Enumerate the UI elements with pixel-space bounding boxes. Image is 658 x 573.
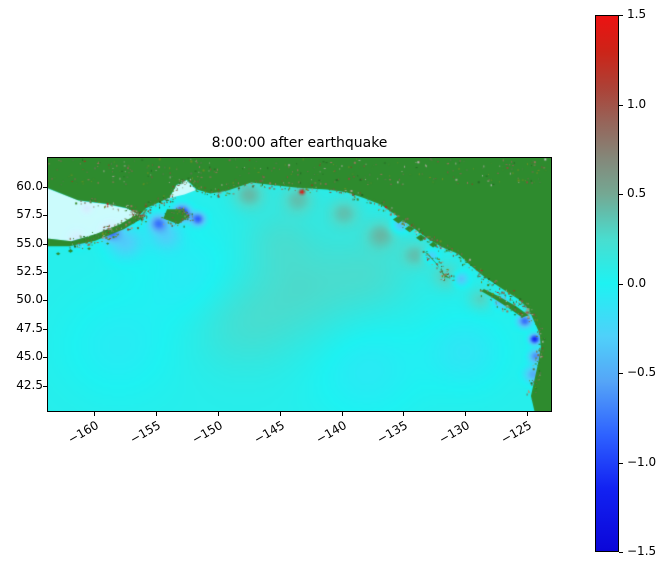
x-tick-label: −150: [189, 418, 225, 447]
x-tick-label: −160: [65, 418, 102, 447]
y-tick-label: 45.0: [16, 349, 43, 364]
colorbar-tick-label: −1.5: [627, 544, 657, 558]
y-tick-mark: [43, 385, 47, 387]
x-tick-label: −125: [498, 418, 535, 447]
y-tick-label: 60.0: [16, 178, 43, 193]
colorbar: [595, 15, 619, 552]
x-tick-mark: [94, 412, 96, 416]
x-tick-mark: [465, 412, 467, 416]
colorbar-tick-label: 0.0: [627, 275, 647, 290]
colorbar-tick-label: −1.0: [627, 454, 657, 469]
y-tick-label: 55.0: [16, 235, 43, 250]
y-tick-mark: [43, 300, 47, 302]
colorbar-tick-mark: [619, 104, 623, 106]
colorbar-tick-mark: [619, 15, 623, 16]
x-tick-mark: [217, 412, 219, 416]
colorbar-tick-mark: [619, 283, 623, 285]
x-tick-mark: [527, 412, 529, 416]
colorbar-tick-mark: [619, 373, 623, 374]
x-tick-label: −135: [374, 418, 411, 447]
y-tick-label: 50.0: [16, 292, 43, 307]
x-tick-label: −155: [127, 418, 163, 447]
colorbar-tick-label: 1.5: [627, 7, 647, 21]
y-tick-mark: [43, 357, 47, 359]
colorbar-tick-label: 1.0: [627, 96, 647, 111]
colorbar-tick-mark: [619, 552, 623, 553]
colorbar-tick-label: −0.5: [627, 365, 657, 379]
x-tick-label: −140: [313, 418, 349, 447]
y-tick-mark: [43, 243, 47, 245]
plot-title: 8:00:00 after earthquake: [211, 135, 388, 151]
x-tick-mark: [341, 412, 343, 416]
y-tick-label: 57.5: [16, 207, 43, 222]
y-tick-mark: [43, 186, 47, 188]
x-tick-mark: [279, 412, 281, 416]
y-tick-label: 47.5: [16, 320, 43, 335]
colorbar-tick-label: 0.5: [627, 186, 647, 200]
colorbar-tick-mark: [619, 462, 623, 464]
x-tick-mark: [403, 412, 405, 416]
x-tick-label: −130: [436, 418, 473, 447]
y-tick-mark: [43, 328, 47, 330]
x-tick-mark: [155, 412, 157, 416]
colorbar-tick-mark: [619, 194, 623, 195]
y-tick-label: 42.5: [16, 377, 43, 392]
y-tick-label: 52.5: [16, 263, 43, 278]
y-tick-mark: [43, 215, 47, 217]
heatmap-canvas: [47, 157, 552, 412]
x-tick-label: −145: [251, 418, 287, 447]
y-tick-mark: [43, 271, 47, 273]
